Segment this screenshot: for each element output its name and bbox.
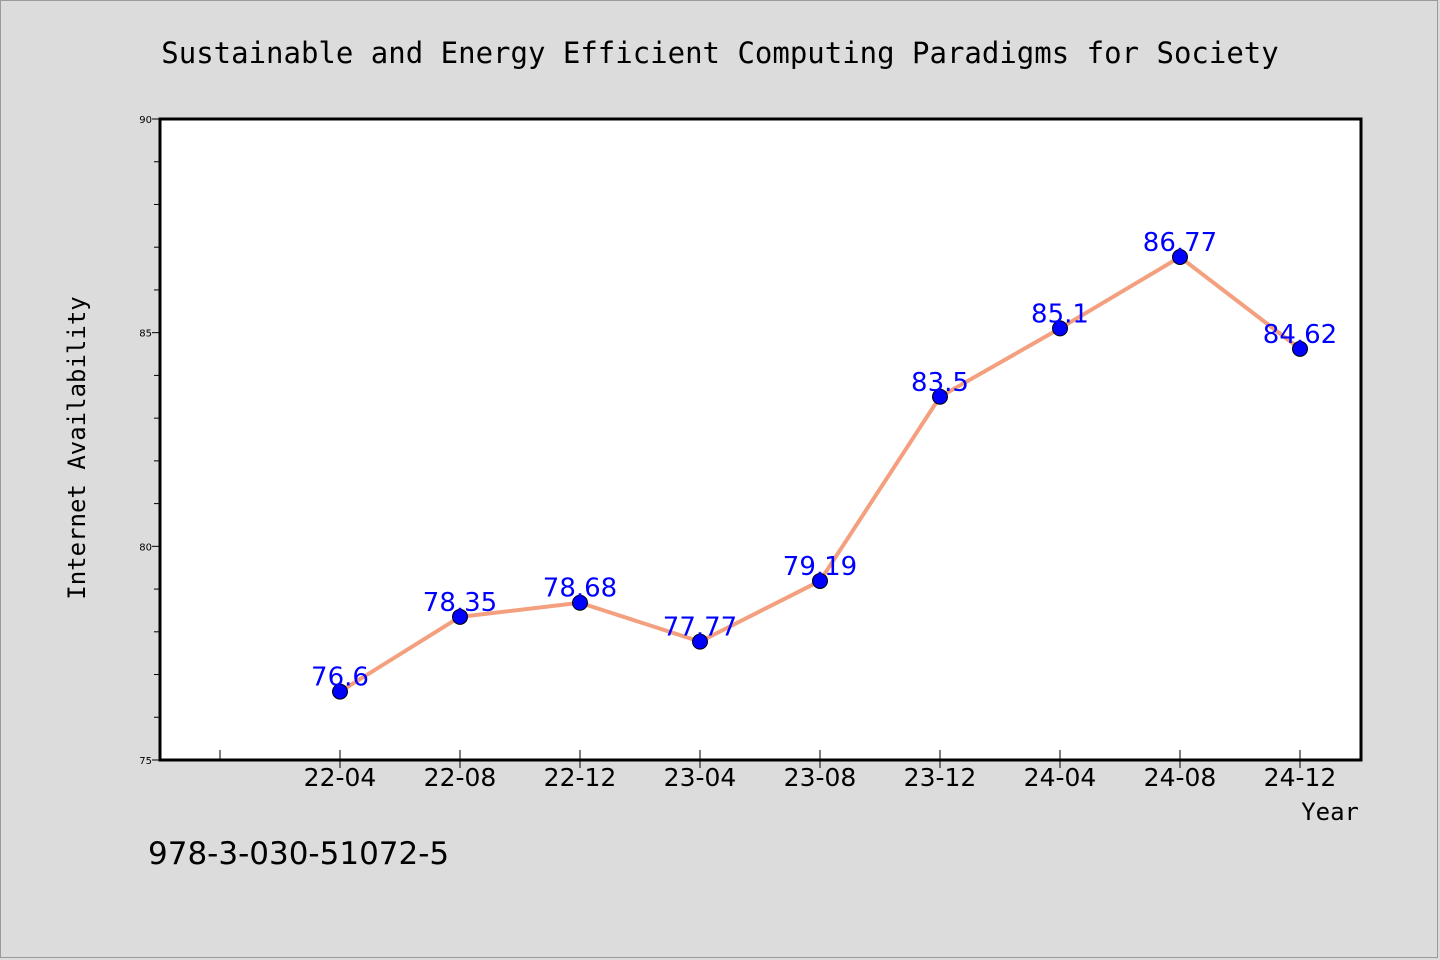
- x-tick-label: 24-04: [1024, 763, 1097, 792]
- data-point: [812, 572, 828, 589]
- plot-area: [158, 117, 1363, 762]
- data-point: [332, 683, 348, 700]
- y-axis-label: Internet Availability: [63, 296, 91, 599]
- data-point: [1052, 320, 1068, 337]
- data-label: 77.77: [663, 613, 737, 643]
- x-tick-label: 22-12: [544, 763, 617, 792]
- data-point: [1292, 340, 1308, 357]
- chart-title: Sustainable and Energy Efficient Computi…: [161, 36, 1278, 70]
- data-label: 76.6: [311, 663, 369, 693]
- x-tick-label: 23-04: [664, 763, 737, 792]
- data-label: 86.77: [1143, 228, 1217, 258]
- data-label: 84.62: [1263, 320, 1337, 350]
- x-tick-label: 23-08: [784, 763, 857, 792]
- data-label: 78.68: [543, 574, 617, 604]
- data-label: 83.5: [911, 368, 969, 398]
- data-point: [452, 608, 468, 625]
- x-axis-label: Year: [1301, 798, 1359, 826]
- data-point: [1172, 249, 1188, 266]
- data-label: 78.35: [423, 588, 497, 618]
- data-point: [572, 594, 588, 611]
- x-tick-label: 22-04: [304, 763, 377, 792]
- x-tick-label: 23-12: [904, 763, 977, 792]
- series-line-group: 76.6 78.35 78.68 77.77 79.19 83.5 85.1 86.77 84.…: [311, 228, 1337, 700]
- x-tick-label: 24-08: [1144, 763, 1217, 792]
- data-label: 85.1: [1031, 299, 1089, 329]
- y-axis: 75 80 85 90: [139, 115, 160, 767]
- x-tick-label: 22-08: [424, 763, 497, 792]
- footnote-isbn: 978-3-030-51072-5: [148, 836, 449, 872]
- y-tick-label: 80: [139, 542, 152, 553]
- data-point: [932, 388, 948, 405]
- y-tick-label: 90: [139, 115, 152, 126]
- y-tick-label: 75: [139, 756, 152, 767]
- x-axis: 22-04 22-08 22-12 23-04 23-08 23-12 24-04 24-08…: [219, 750, 1337, 792]
- y-tick-label: 85: [139, 329, 152, 340]
- data-label: 79.19: [783, 552, 857, 582]
- data-point: [692, 633, 708, 650]
- x-tick-label: 24-12: [1264, 763, 1337, 792]
